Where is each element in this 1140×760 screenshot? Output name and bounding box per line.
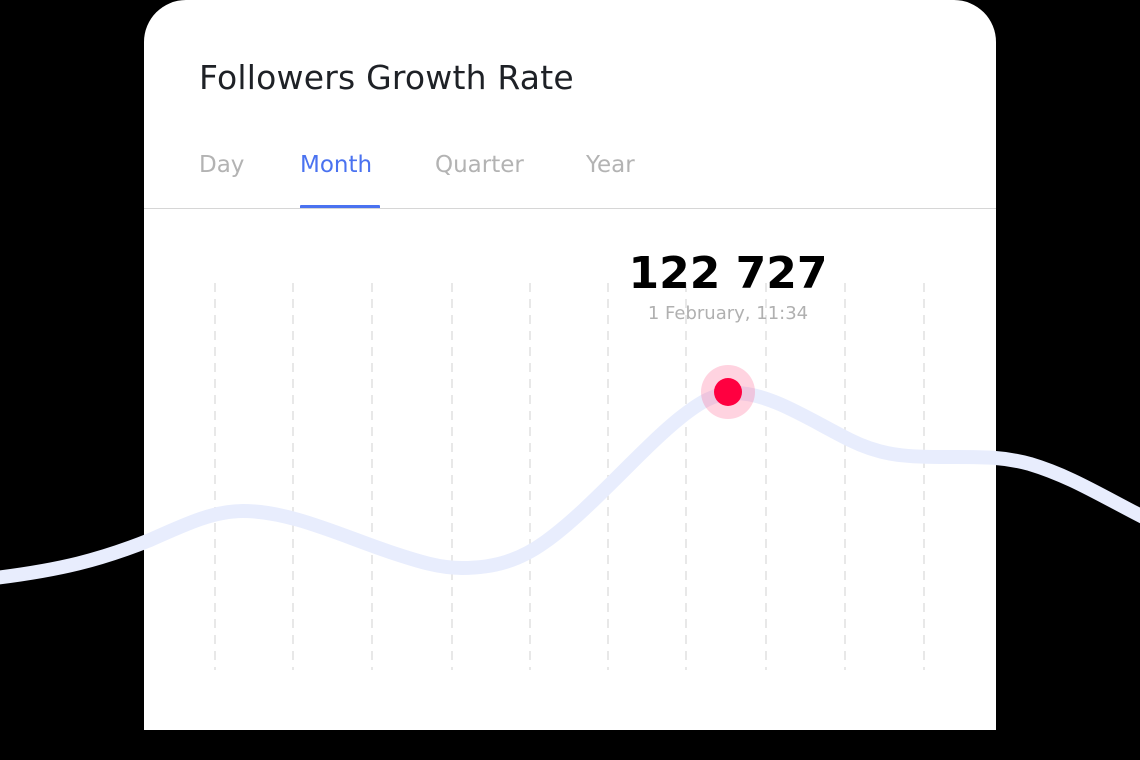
tab-quarter[interactable]: Quarter <box>435 152 524 178</box>
readout-value: 122 727 <box>628 248 828 299</box>
tab-day[interactable]: Day <box>199 152 245 178</box>
active-tab-indicator <box>300 205 380 209</box>
followers-growth-card: Followers Growth Rate Day Month Quarter … <box>144 0 996 730</box>
card-title: Followers Growth Rate <box>199 58 574 97</box>
tab-month[interactable]: Month <box>300 152 373 178</box>
tab-year[interactable]: Year <box>586 152 635 178</box>
period-tabs: Day Month Quarter Year <box>144 150 996 210</box>
data-point-dot <box>714 378 742 406</box>
value-readout: 122 727 1 February, 11:34 <box>600 246 856 326</box>
tabs-divider <box>144 208 996 209</box>
highlighted-data-point[interactable] <box>701 365 755 419</box>
readout-date: 1 February, 11:34 <box>647 303 809 324</box>
